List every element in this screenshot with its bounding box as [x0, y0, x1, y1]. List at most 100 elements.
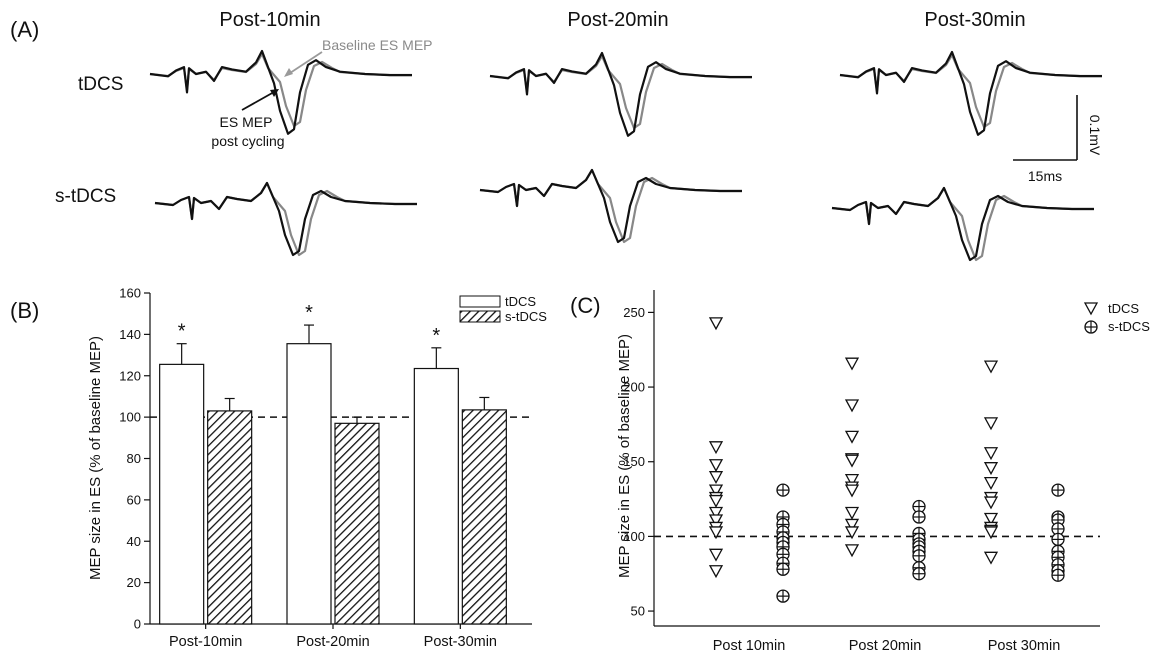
- panel-b: (B) MEP size in ES (% of baseline MEP) 0…: [10, 286, 547, 651]
- y-tick-label: 160: [119, 286, 141, 301]
- baseline-trace: [154, 181, 417, 257]
- scatter-point-tdcs: [844, 544, 860, 558]
- scatter-point-tdcs: [708, 514, 724, 528]
- y-tick-label: 50: [631, 604, 645, 619]
- y-tick-label: 0: [134, 617, 141, 632]
- scatter-point-tdcs: [844, 399, 860, 413]
- panel-b-legend: tDCS s-tDCS: [459, 294, 547, 324]
- scatter-point-tdcs: [844, 518, 860, 532]
- post-annotation-line2: post cycling: [211, 133, 284, 149]
- scatter-point-tdcs: [708, 526, 724, 540]
- x-category-label: Post-10min: [169, 634, 242, 650]
- scatter-point-s-tdcs: [912, 549, 926, 563]
- scatter-point-tdcs: [708, 548, 724, 562]
- bar-s-tdcs: [334, 422, 380, 625]
- scatter-point-tdcs: [708, 506, 724, 520]
- scatter-point-s-tdcs: [776, 483, 790, 497]
- significance-marker: *: [305, 302, 313, 324]
- baseline-annotation: Baseline ES MEP: [322, 37, 433, 53]
- y-tick-label: 80: [127, 451, 141, 466]
- panel-a-row-label: s-tDCS: [55, 186, 116, 207]
- x-category-label: Post 20min: [849, 638, 922, 654]
- scatter-point-s-tdcs: [912, 567, 926, 581]
- y-tick-label: 200: [623, 380, 645, 395]
- scatter-point-tdcs: [708, 494, 724, 508]
- panel-c-legend: tDCS s-tDCS: [1083, 301, 1150, 334]
- legend-label-s-tdcs: s-tDCS: [505, 309, 547, 324]
- y-tick-label: 40: [127, 534, 141, 549]
- scatter-point-tdcs: [844, 526, 860, 540]
- scatter-point-tdcs: [844, 430, 860, 444]
- scatter-point-s-tdcs: [1051, 568, 1065, 582]
- post-cycling-trace: [831, 186, 1094, 262]
- scatter-point-s-tdcs: [1051, 522, 1065, 536]
- scatter-point-tdcs: [708, 459, 724, 473]
- scatter-point-tdcs: [983, 360, 999, 374]
- scatter-point-s-tdcs: [776, 589, 790, 603]
- panel-a-column-title: Post-10min: [219, 9, 320, 31]
- bar-s-tdcs: [207, 410, 253, 625]
- scatter-point-s-tdcs: [1051, 483, 1065, 497]
- scatter-point-tdcs: [708, 471, 724, 485]
- y-tick-label: 250: [623, 305, 645, 320]
- legend-label-s-tdcs: s-tDCS: [1108, 319, 1150, 334]
- y-tick-label: 120: [119, 368, 141, 383]
- y-tick-label: 60: [127, 492, 141, 507]
- x-category-label: Post-20min: [296, 634, 369, 650]
- bar-tdcs: [159, 363, 205, 625]
- legend-swatch-s-tdcs: [459, 310, 501, 323]
- scatter-point-tdcs: [983, 551, 999, 565]
- bar-tdcs: [286, 343, 332, 625]
- post-annotation-line1: ES MEP: [220, 114, 273, 130]
- scatter-point-tdcs: [983, 476, 999, 490]
- y-tick-label: 100: [623, 529, 645, 544]
- scatter-point-tdcs: [844, 454, 860, 468]
- baseline-trace: [831, 186, 1094, 262]
- panel-a: (A) Post-10min Post-20min Post-30min tDC…: [10, 9, 1103, 262]
- x-category-label: Post 10min: [713, 638, 786, 654]
- bar-s-tdcs: [461, 409, 507, 625]
- baseline-arrow: [286, 51, 323, 76]
- legend-swatch-tdcs: [459, 295, 501, 308]
- baseline-trace: [479, 168, 742, 244]
- scatter-point-s-tdcs: [912, 510, 926, 524]
- scatter-point-tdcs: [708, 484, 724, 498]
- scatter-point-tdcs: [844, 506, 860, 520]
- y-tick-label: 140: [119, 327, 141, 342]
- panel-c-label: (C): [570, 293, 601, 318]
- baseline-arrow-head: [284, 68, 293, 77]
- scatter-point-tdcs: [708, 565, 724, 579]
- y-tick-label: 150: [623, 454, 645, 469]
- legend-label-tdcs: tDCS: [505, 294, 536, 309]
- post-cycling-trace: [149, 49, 412, 135]
- scatter-point-tdcs: [983, 447, 999, 461]
- significance-marker: *: [178, 321, 186, 343]
- panel-a-traces: [149, 49, 1102, 262]
- scatter-point-tdcs: [844, 484, 860, 498]
- scatter-point-tdcs: [708, 441, 724, 455]
- scale-bar-voltage-label: 0.1mV: [1087, 115, 1103, 156]
- bar-tdcs: [413, 367, 459, 625]
- y-tick-label: 100: [119, 410, 141, 425]
- legend-marker-tdcs: [1083, 302, 1099, 316]
- scale-bar-time-label: 15ms: [1028, 168, 1062, 184]
- post-cycling-trace: [154, 181, 417, 257]
- panel-b-label: (B): [10, 298, 39, 323]
- panel-a-column-title: Post-30min: [924, 9, 1025, 31]
- post-arrow: [241, 91, 275, 111]
- panel-a-row-label: tDCS: [78, 74, 123, 95]
- scatter-point-tdcs: [983, 462, 999, 476]
- scatter-point-tdcs: [983, 526, 999, 540]
- scatter-point-s-tdcs: [1051, 532, 1065, 547]
- scatter-point-s-tdcs: [776, 562, 790, 576]
- y-tick-label: 20: [127, 575, 141, 590]
- panel-c: (C) MEP size in ES (% of baseline MEP) 5…: [570, 290, 1150, 654]
- post-arrow-head: [270, 89, 279, 97]
- panel-a-label: (A): [10, 17, 39, 42]
- significance-marker: *: [432, 325, 440, 347]
- scatter-chart: 50 100 150 200 250 Post 10min Post 20min Post 3…: [623, 290, 1100, 654]
- post-cycling-trace: [489, 51, 752, 137]
- post-cycling-trace: [839, 50, 1102, 136]
- scatter-point-tdcs: [983, 417, 999, 431]
- legend-marker-s-tdcs: [1084, 320, 1098, 334]
